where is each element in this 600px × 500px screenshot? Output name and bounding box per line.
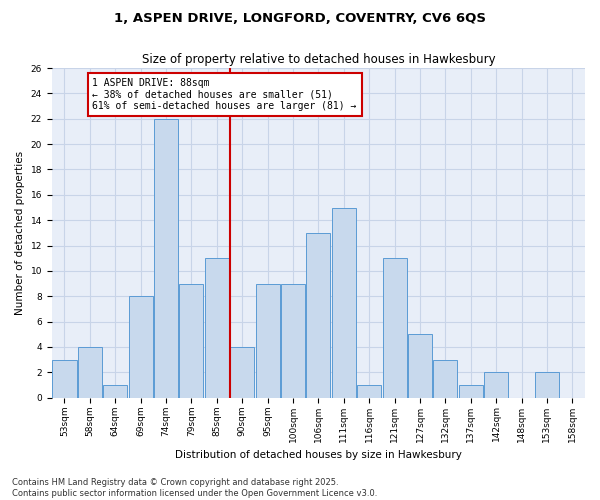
- Bar: [383, 258, 407, 398]
- Bar: [128, 296, 153, 398]
- Bar: [307, 233, 331, 398]
- Bar: [256, 284, 280, 398]
- Bar: [205, 258, 229, 398]
- Bar: [230, 347, 254, 398]
- Text: Contains HM Land Registry data © Crown copyright and database right 2025.
Contai: Contains HM Land Registry data © Crown c…: [12, 478, 377, 498]
- Text: 1, ASPEN DRIVE, LONGFORD, COVENTRY, CV6 6QS: 1, ASPEN DRIVE, LONGFORD, COVENTRY, CV6 …: [114, 12, 486, 26]
- Bar: [484, 372, 508, 398]
- X-axis label: Distribution of detached houses by size in Hawkesbury: Distribution of detached houses by size …: [175, 450, 462, 460]
- Bar: [357, 385, 381, 398]
- Bar: [535, 372, 559, 398]
- Bar: [154, 119, 178, 398]
- Text: 1 ASPEN DRIVE: 88sqm
← 38% of detached houses are smaller (51)
61% of semi-detac: 1 ASPEN DRIVE: 88sqm ← 38% of detached h…: [92, 78, 357, 112]
- Bar: [332, 208, 356, 398]
- Bar: [281, 284, 305, 398]
- Bar: [458, 385, 483, 398]
- Bar: [408, 334, 432, 398]
- Bar: [103, 385, 127, 398]
- Bar: [52, 360, 77, 398]
- Bar: [78, 347, 102, 398]
- Y-axis label: Number of detached properties: Number of detached properties: [15, 151, 25, 315]
- Title: Size of property relative to detached houses in Hawkesbury: Size of property relative to detached ho…: [142, 52, 495, 66]
- Bar: [179, 284, 203, 398]
- Bar: [433, 360, 457, 398]
